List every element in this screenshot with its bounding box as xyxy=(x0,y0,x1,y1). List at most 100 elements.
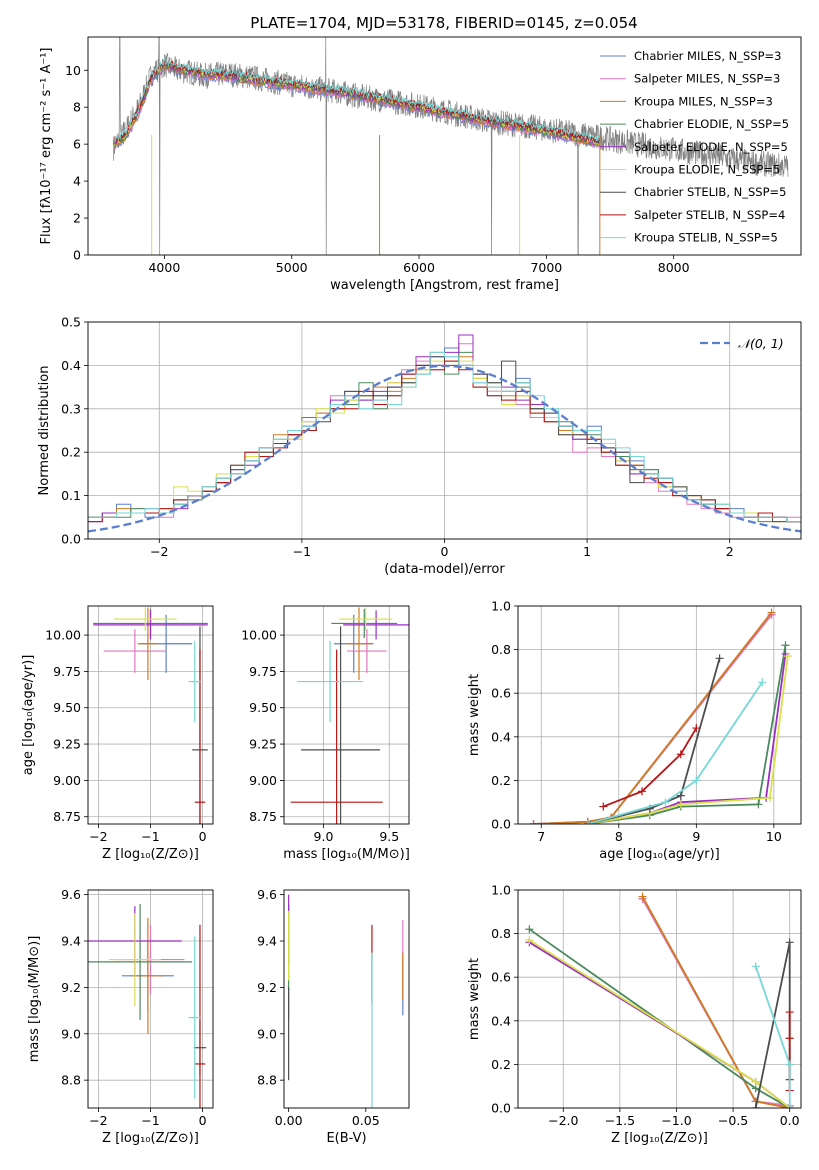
y-axis-label: mass weight xyxy=(467,958,482,1040)
mass-weight-line xyxy=(528,928,791,1108)
x-axis-label: Z [log₁₀(Z/Z⊙)] xyxy=(102,847,199,862)
mass-weight-marker xyxy=(638,892,647,901)
y-tick-label: 9.0 xyxy=(61,1026,81,1041)
plot-area xyxy=(88,903,207,1108)
x-tick-label: −2 xyxy=(150,544,168,559)
mass-weight-marker xyxy=(785,1104,794,1108)
x-tick-label: 1 xyxy=(583,544,591,559)
mass-weight-line xyxy=(528,941,791,1108)
mass-weight-marker xyxy=(785,938,794,947)
legend-label: Kroupa MILES, N_SSP=3 xyxy=(634,94,773,108)
x-tick-label: 9.0 xyxy=(314,829,334,844)
y-tick-label: 0.0 xyxy=(491,1101,511,1116)
x-tick-label: −1 xyxy=(293,544,311,559)
y-tick-label: 9.2 xyxy=(257,980,277,995)
y-tick-label: 0.6 xyxy=(491,686,511,701)
x-tick-label: −2 xyxy=(89,1113,107,1128)
x-tick-label: 9.5 xyxy=(379,829,399,844)
y-tick-label: 9.25 xyxy=(53,737,81,752)
legend-label: Salpeter ELODIE, N_SSP=5 xyxy=(634,140,788,154)
y-tick-label: 6 xyxy=(73,137,81,152)
mass-weight-line xyxy=(533,614,773,824)
legend-label: 𝒩(0, 1) xyxy=(738,336,784,351)
y-tick-label: 9.0 xyxy=(257,1026,277,1041)
mass-weight-marker xyxy=(781,641,790,650)
y-tick-label: 10.00 xyxy=(45,628,81,643)
mass-weight-line xyxy=(587,655,789,824)
y-tick-label: 0.8 xyxy=(491,926,511,941)
mass-weight-line xyxy=(602,727,698,808)
y-tick-label: 0.0 xyxy=(491,817,511,832)
mass-weight-marker xyxy=(599,802,608,811)
legend-label: Kroupa STELIB, N_SSP=5 xyxy=(634,231,778,245)
y-tick-label: 8.8 xyxy=(61,1073,81,1088)
axes-frame xyxy=(283,889,410,1109)
legend-label: Chabrier STELIB, N_SSP=5 xyxy=(634,185,786,199)
mass-weight-marker xyxy=(525,936,534,945)
x-tick-label: 0 xyxy=(199,829,207,844)
x-tick-label: 6000 xyxy=(403,260,435,275)
y-tick-label: 0.6 xyxy=(491,970,511,985)
y-tick-label: 0.2 xyxy=(491,1057,511,1072)
mass-weight-marker xyxy=(661,798,670,807)
y-axis-label: mass [log₁₀(M/M⊙)] xyxy=(27,936,42,1063)
x-tick-label: −2.0 xyxy=(548,1113,578,1128)
x-tick-label: 8000 xyxy=(658,260,690,275)
mass-weight-marker xyxy=(765,793,774,802)
x-axis-label: age [log₁₀(age/yr)] xyxy=(599,847,720,862)
mass-vs-ebv-panel: 0.00 0.05 8.8 9.0 9.2 9.4 9.6 E(B-V) xyxy=(257,887,410,1146)
y-tick-label: 1.0 xyxy=(491,883,511,898)
axes-frame xyxy=(87,36,802,256)
y-axis-label: Flux [fλ10⁻¹⁷ erg cm⁻² s⁻¹ A⁻¹] xyxy=(39,48,54,245)
x-tick-label: −1.0 xyxy=(661,1113,691,1128)
x-axis-label: (data-model)/error xyxy=(384,562,505,577)
mass-weight-marker xyxy=(758,678,767,687)
mass-weight-marker xyxy=(638,787,647,796)
y-tick-label: 2 xyxy=(73,211,81,226)
x-tick-label: 0.00 xyxy=(275,1113,303,1128)
legend-label: Salpeter STELIB, N_SSP=4 xyxy=(634,208,785,222)
mass-weight-marker xyxy=(751,962,760,971)
x-tick-label: −2 xyxy=(89,829,107,844)
y-tick-label: 9.2 xyxy=(61,980,81,995)
mass-weight-marker xyxy=(583,820,592,824)
spectrum-panel: PLATE=1704, MJD=53178, FIBERID=0145, z=0… xyxy=(39,14,802,293)
normal-curve xyxy=(88,364,801,533)
mass-weight-line xyxy=(587,645,787,824)
mass-weight-marker xyxy=(715,654,724,663)
y-tick-label: 9.25 xyxy=(249,737,277,752)
mass-weight-marker xyxy=(751,1077,760,1086)
mass-weight-line xyxy=(587,658,721,824)
mass-weight-marker xyxy=(529,820,538,824)
y-axis-label: mass weight xyxy=(467,674,482,756)
y-tick-label: 9.6 xyxy=(257,887,277,902)
mass-weight-marker xyxy=(525,925,534,934)
y-axis-label: Normed distribution xyxy=(37,366,52,496)
x-tick-label: −0.5 xyxy=(718,1113,748,1128)
x-tick-label: −1 xyxy=(141,1113,159,1128)
mass-weight-marker xyxy=(676,750,685,759)
mass-weight-line xyxy=(754,942,791,1108)
y-tick-label: 0.3 xyxy=(61,401,81,416)
y-tick-label: 0.8 xyxy=(491,642,511,657)
y-tick-label: 9.4 xyxy=(61,934,81,949)
legend-label: Chabrier MILES, N_SSP=3 xyxy=(634,49,781,63)
mass-weight-marker xyxy=(676,800,685,809)
mass-weight-line xyxy=(587,681,763,824)
legend-label: Chabrier ELODIE, N_SSP=5 xyxy=(634,117,789,131)
y-tick-label: 8.8 xyxy=(257,1073,277,1088)
x-axis-label: E(B-V) xyxy=(326,1131,366,1146)
x-tick-label: 7000 xyxy=(530,260,562,275)
legend-label: Kroupa ELODIE, N_SSP=5 xyxy=(634,163,780,177)
mass-weight-marker xyxy=(676,791,685,800)
mass-weight-marker xyxy=(692,724,701,733)
y-tick-label: 10 xyxy=(65,63,81,78)
x-tick-label: 8 xyxy=(615,829,623,844)
x-tick-label: 0.0 xyxy=(780,1113,800,1128)
mass-weight-marker xyxy=(785,1034,794,1043)
age-vs-mass-panel: 9.0 9.5 8.75 9.00 9.25 9.50 9.75 10.00 mass [log… xyxy=(241,605,410,862)
y-tick-label: 8.75 xyxy=(249,809,277,824)
y-tick-label: 4 xyxy=(73,174,81,189)
plot-area xyxy=(93,607,208,824)
